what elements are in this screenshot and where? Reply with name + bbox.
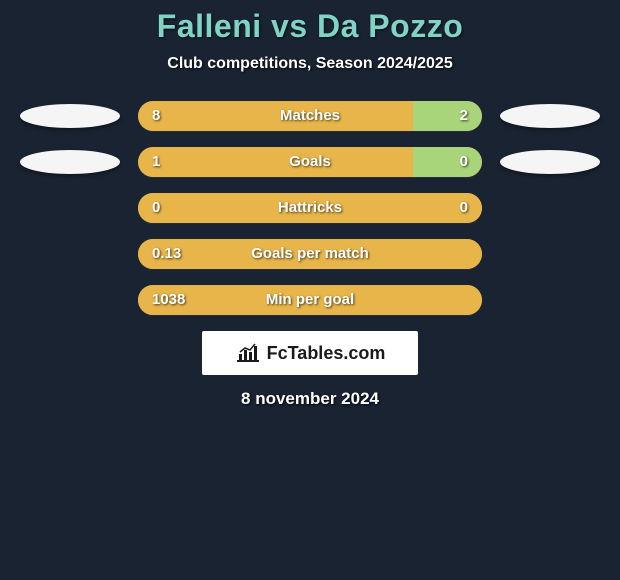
right-badge-slot (500, 101, 600, 131)
stat-row: 1Goals0 (0, 147, 620, 177)
right-badge-slot (500, 239, 600, 269)
player-right-badge (500, 150, 600, 174)
stat-label: Goals (138, 147, 482, 177)
stat-label: Min per goal (138, 285, 482, 315)
page-title: Falleni vs Da Pozzo (0, 8, 620, 45)
stat-rows: 8Matches21Goals00Hattricks00.13Goals per… (0, 101, 620, 315)
player-left-badge (20, 150, 120, 174)
left-badge-slot (20, 285, 120, 315)
right-badge-slot (500, 193, 600, 223)
left-badge-slot (20, 101, 120, 131)
subtitle: Club competitions, Season 2024/2025 (0, 55, 620, 73)
source-logo[interactable]: FcTables.com (202, 331, 418, 375)
stat-row: 8Matches2 (0, 101, 620, 131)
stat-value-right: 0 (460, 193, 468, 223)
comparison-card: Falleni vs Da Pozzo Club competitions, S… (0, 0, 620, 409)
stat-label: Hattricks (138, 193, 482, 223)
right-badge-slot (500, 285, 600, 315)
player-left-badge (20, 104, 120, 128)
stat-row: 1038Min per goal (0, 285, 620, 315)
stat-label: Goals per match (138, 239, 482, 269)
stat-value-right: 2 (460, 101, 468, 131)
chart-icon (235, 342, 261, 364)
stat-label: Matches (138, 101, 482, 131)
left-badge-slot (20, 147, 120, 177)
stat-value-right: 0 (460, 147, 468, 177)
stat-row: 0.13Goals per match (0, 239, 620, 269)
stat-row: 0Hattricks0 (0, 193, 620, 223)
stat-bar: 1Goals0 (138, 147, 482, 177)
player-right-badge (500, 104, 600, 128)
logo-text: FcTables.com (267, 343, 386, 364)
left-badge-slot (20, 239, 120, 269)
date-label: 8 november 2024 (0, 389, 620, 409)
stat-bar: 1038Min per goal (138, 285, 482, 315)
stat-bar: 0Hattricks0 (138, 193, 482, 223)
stat-bar: 8Matches2 (138, 101, 482, 131)
stat-bar: 0.13Goals per match (138, 239, 482, 269)
left-badge-slot (20, 193, 120, 223)
right-badge-slot (500, 147, 600, 177)
